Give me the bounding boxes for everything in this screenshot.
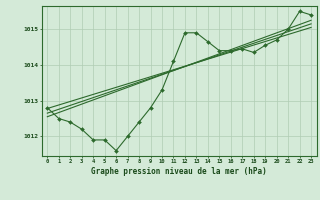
X-axis label: Graphe pression niveau de la mer (hPa): Graphe pression niveau de la mer (hPa) — [91, 167, 267, 176]
